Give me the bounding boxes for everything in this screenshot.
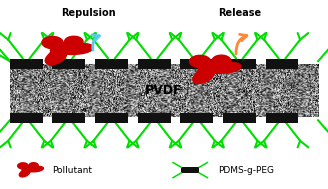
Bar <box>181 167 199 173</box>
Bar <box>10 112 43 123</box>
Polygon shape <box>212 55 231 66</box>
Bar <box>138 112 171 123</box>
Bar <box>180 59 213 69</box>
Bar <box>138 59 171 69</box>
Bar <box>266 112 298 123</box>
Bar <box>10 59 43 69</box>
Text: Release: Release <box>218 8 261 18</box>
Polygon shape <box>190 55 211 67</box>
Text: Pollutant: Pollutant <box>52 166 92 175</box>
Text: PVDF: PVDF <box>145 84 183 97</box>
Text: PDMS-g-PEG: PDMS-g-PEG <box>218 166 274 175</box>
Polygon shape <box>29 163 38 168</box>
Bar <box>223 59 256 69</box>
Text: Repulsion: Repulsion <box>61 8 116 18</box>
Polygon shape <box>19 166 43 177</box>
Bar <box>223 112 256 123</box>
Bar <box>52 59 85 69</box>
Polygon shape <box>18 163 28 169</box>
Bar <box>95 112 128 123</box>
Bar <box>52 112 85 123</box>
Polygon shape <box>193 61 241 84</box>
Bar <box>95 59 128 69</box>
Bar <box>266 59 298 69</box>
FancyArrowPatch shape <box>92 35 99 50</box>
Polygon shape <box>65 36 83 47</box>
Bar <box>180 112 213 123</box>
Polygon shape <box>42 36 63 49</box>
FancyArrowPatch shape <box>236 34 247 54</box>
Polygon shape <box>45 42 93 65</box>
